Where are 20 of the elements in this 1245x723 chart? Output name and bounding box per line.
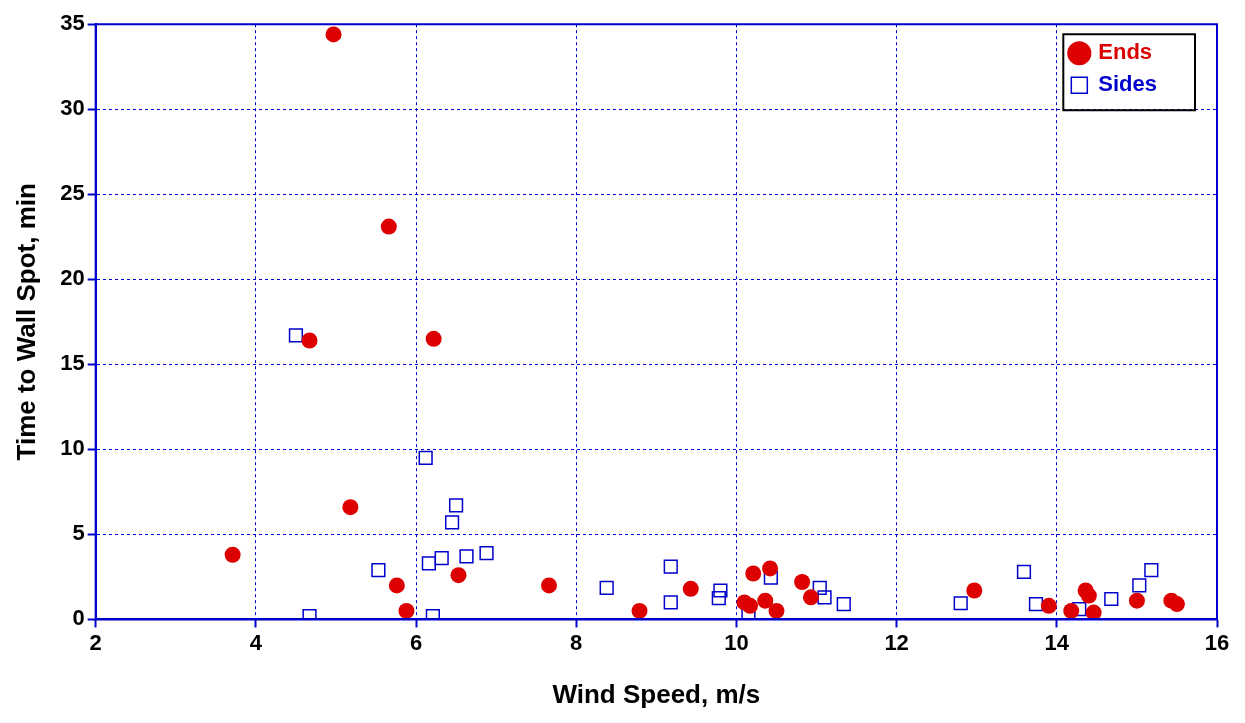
x-tick-label: 12 — [884, 629, 909, 655]
x-tick-label: 2 — [89, 629, 102, 655]
x-tick-label: 16 — [1204, 629, 1230, 655]
legend-label: Ends — [1098, 39, 1153, 65]
y-axis-title: Time to Wall Spot, min — [10, 183, 41, 461]
y-tick-label: 0 — [72, 605, 85, 631]
x-tick-label: 14 — [1044, 629, 1070, 655]
y-tick-label: 5 — [72, 520, 85, 546]
y-tick-label: 25 — [60, 180, 85, 206]
legend-label: Sides — [1098, 71, 1158, 97]
x-tick-label: 4 — [249, 629, 263, 655]
y-tick-label: 15 — [60, 350, 85, 376]
x-tick-label: 10 — [724, 629, 749, 655]
y-tick-label: 35 — [60, 10, 85, 36]
x-tick-label: 6 — [409, 629, 423, 655]
y-tick-label: 20 — [60, 265, 85, 291]
y-tick-label: 10 — [60, 435, 85, 461]
x-tick-label: 8 — [570, 629, 583, 655]
x-axis-title: Wind Speed, m/s — [552, 678, 761, 709]
y-tick-label: 30 — [60, 95, 85, 121]
